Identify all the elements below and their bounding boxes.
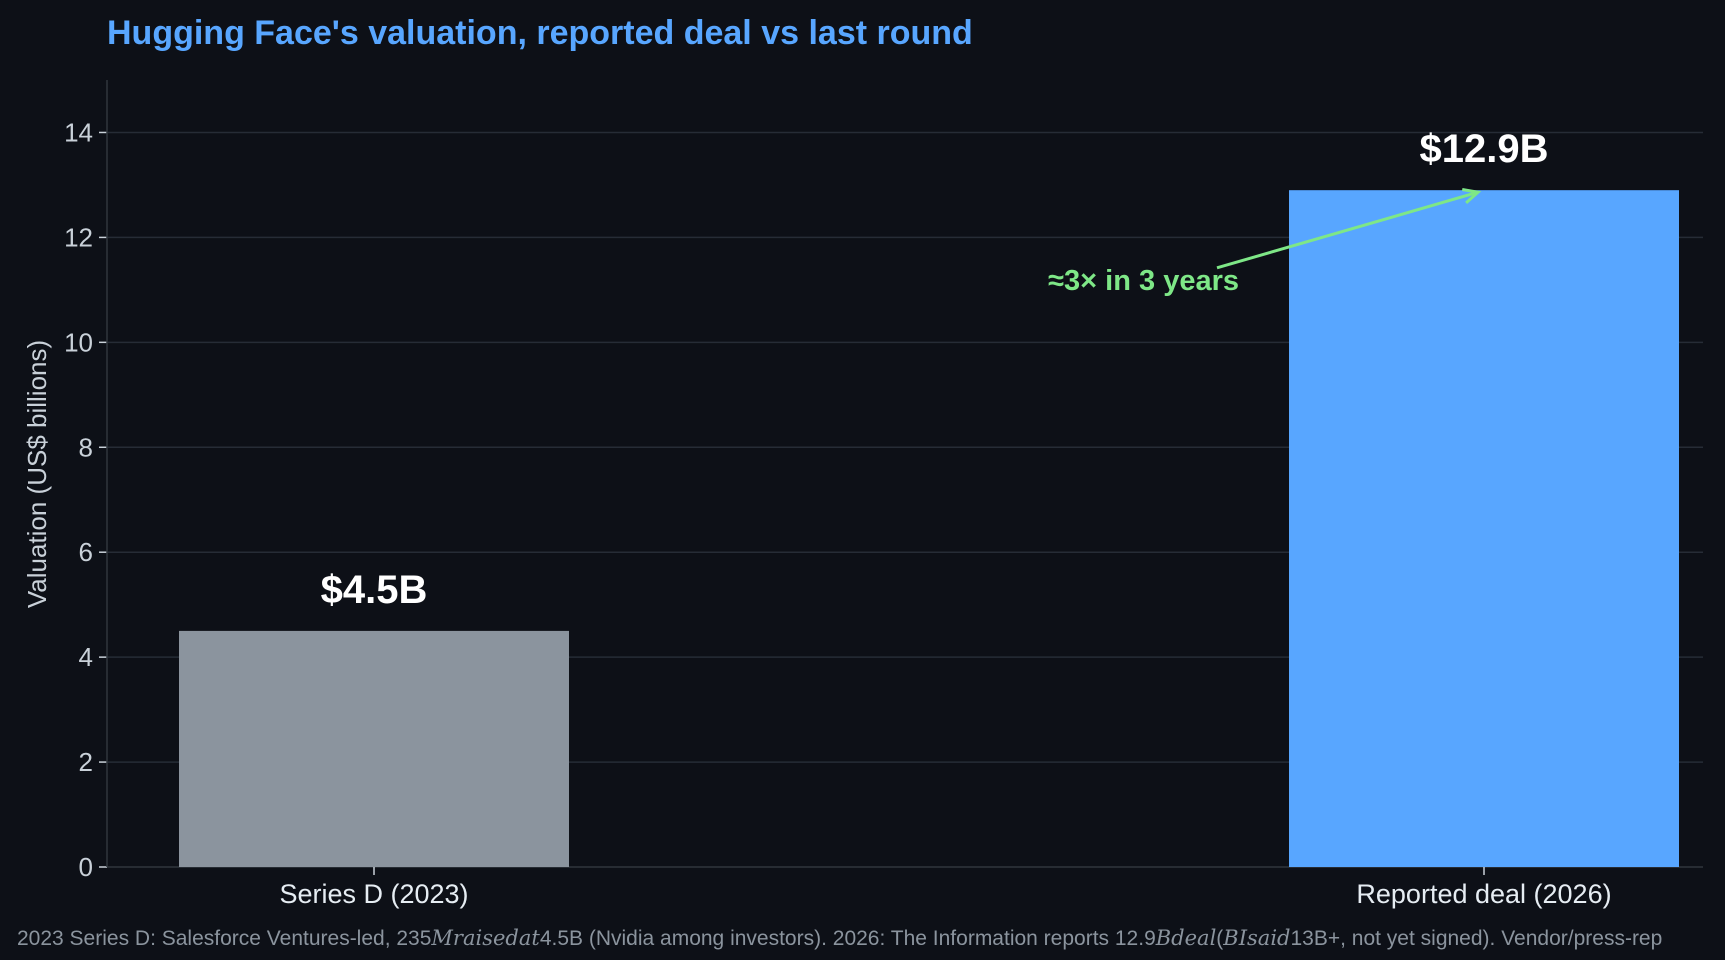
footnote-part: BIsaid xyxy=(1223,926,1291,950)
footnote-part: Bdeal xyxy=(1155,926,1217,950)
y-tick-label: 12 xyxy=(64,222,93,252)
y-tick-label: 8 xyxy=(79,432,93,462)
footnote-part: Mraisedat xyxy=(431,926,540,950)
footnote-part: ( xyxy=(1216,927,1224,950)
y-axis: 0 2 4 6 8 10 12 14 xyxy=(64,80,108,882)
y-tick-label: 0 xyxy=(79,852,93,882)
footnote-part: 2023 Series D: Salesforce Ventures-led, … xyxy=(17,927,432,950)
annotation-arrow xyxy=(1216,190,1479,270)
value-labels: $4.5B $12.9B xyxy=(321,127,1549,612)
x-tick-label: Reported deal (2026) xyxy=(1356,879,1611,909)
x-tick-label: Series D (2023) xyxy=(279,879,468,909)
chart-title: Hugging Face's valuation, reported deal … xyxy=(107,14,973,52)
annotation: ≈3× in 3 years xyxy=(1048,188,1482,297)
footnote-part: 4.5B (Nvidia among investors). 2026: The… xyxy=(539,927,1156,950)
value-label: $12.9B xyxy=(1420,127,1549,171)
footnote-part: 13B+, not yet signed). Vendor/press-rep xyxy=(1290,927,1663,950)
y-tick-label: 10 xyxy=(64,327,93,357)
arrow-head xyxy=(1461,188,1482,204)
bars xyxy=(179,190,1679,867)
footnote: 2023 Series D: Salesforce Ventures-led, … xyxy=(17,926,1662,951)
bar xyxy=(179,630,569,867)
y-tick-label: 6 xyxy=(79,537,93,567)
annotation-text: ≈3× in 3 years xyxy=(1048,265,1239,297)
bar xyxy=(1289,190,1679,867)
y-tick-label: 14 xyxy=(64,117,93,147)
x-axis: Series D (2023) Reported deal (2026) xyxy=(107,866,1703,909)
y-axis-label: Valuation (US$ billions) xyxy=(22,340,52,608)
y-tick-label: 4 xyxy=(79,642,93,672)
value-label: $4.5B xyxy=(321,568,428,612)
y-tick-label: 2 xyxy=(79,747,93,777)
